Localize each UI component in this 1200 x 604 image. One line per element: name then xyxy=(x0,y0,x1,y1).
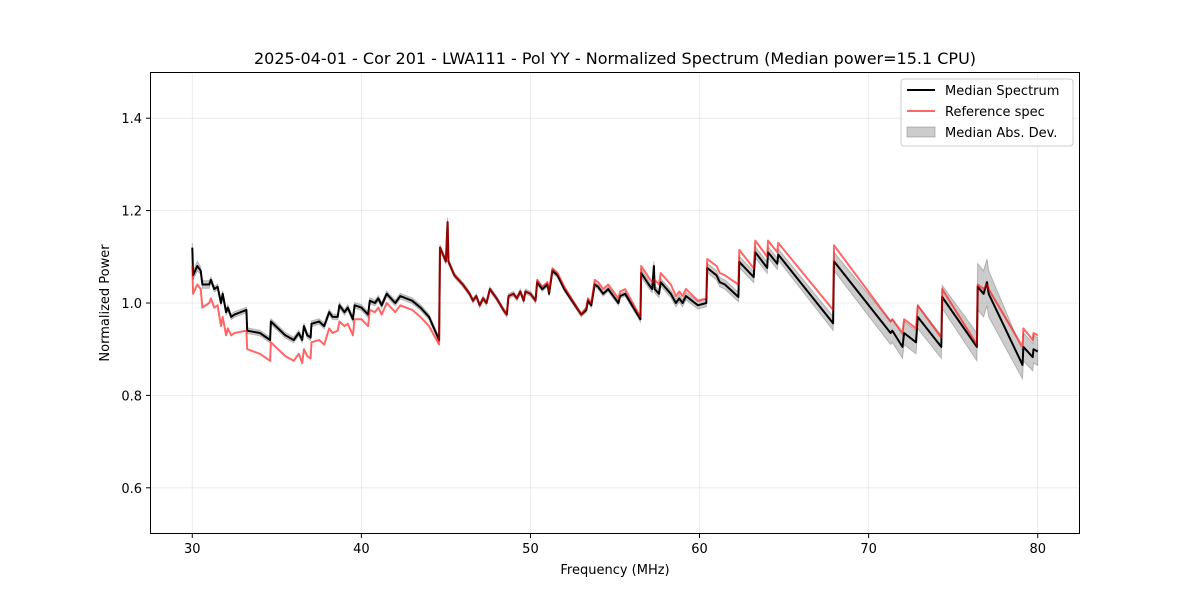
x-tick-label: 40 xyxy=(353,542,370,557)
legend-band-label: Median Abs. Dev. xyxy=(945,126,1057,141)
x-axis: 30 40 50 60 70 80 xyxy=(184,534,1046,557)
legend-band-swatch xyxy=(906,126,936,138)
x-tick-label: 70 xyxy=(860,542,877,557)
y-tick-label: 1.4 xyxy=(121,112,142,127)
x-axis-label: Frequency (MHz) xyxy=(560,563,669,578)
y-tick-label: 0.6 xyxy=(121,482,142,497)
plot-frame xyxy=(150,72,1080,534)
x-tick-label: 60 xyxy=(691,542,708,557)
legend-median-label: Median Spectrum xyxy=(945,84,1059,99)
chart-title: 2025-04-01 - Cor 201 - LWA111 - Pol YY -… xyxy=(254,49,976,68)
y-tick-label: 1.0 xyxy=(121,297,142,312)
legend: Median Spectrum Reference spec Median Ab… xyxy=(900,78,1074,147)
x-tick-label: 80 xyxy=(1029,542,1046,557)
x-tick-label: 50 xyxy=(522,542,539,557)
reference-spec-line xyxy=(191,221,1039,365)
y-tick-label: 1.2 xyxy=(121,205,142,220)
legend-box xyxy=(900,78,1074,147)
y-axis-label: Normalized Power xyxy=(98,244,113,362)
legend-reference-label: Reference spec xyxy=(945,105,1045,120)
y-axis: 0.6 0.8 1.0 1.2 1.4 xyxy=(121,112,150,497)
x-tick-label: 30 xyxy=(184,542,201,557)
y-tick-label: 0.8 xyxy=(121,389,142,404)
